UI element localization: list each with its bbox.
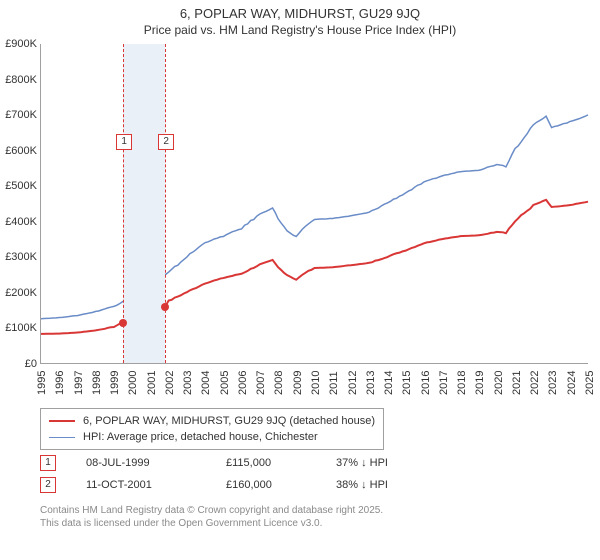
legend-item: HPI: Average price, detached house, Chic… bbox=[49, 429, 375, 445]
x-tick-label: 2013 bbox=[365, 371, 377, 395]
x-tick-label: 2019 bbox=[474, 371, 486, 395]
x-tick-label: 2001 bbox=[146, 371, 158, 395]
sales-table: 1 08-JUL-1999£115,00037% ↓ HPI 2 11-OCT-200… bbox=[40, 452, 446, 496]
footer-attribution: Contains HM Land Registry data © Crown c… bbox=[40, 504, 383, 530]
x-tick-label: 2017 bbox=[438, 371, 450, 395]
sale-date: 08-JUL-1999 bbox=[86, 457, 226, 469]
sales-row: 2 11-OCT-2001£160,00038% ↓ HPI bbox=[40, 474, 446, 496]
y-tick-label: £700K bbox=[0, 109, 37, 121]
x-tick-label: 2008 bbox=[273, 371, 285, 395]
legend-swatch bbox=[49, 420, 75, 422]
x-tick-label: 2018 bbox=[456, 371, 468, 395]
y-tick-label: £200K bbox=[0, 287, 37, 299]
x-tick-label: 2025 bbox=[584, 371, 596, 395]
y-tick-label: £0 bbox=[0, 358, 37, 370]
x-tick-label: 1997 bbox=[73, 371, 85, 395]
sale-price: £160,000 bbox=[226, 479, 336, 491]
chart-plot-area: 12£0£100K£200K£300K£400K£500K£600K£700K£… bbox=[40, 44, 588, 364]
x-tick-label: 2003 bbox=[182, 371, 194, 395]
x-tick-label: 2024 bbox=[566, 371, 578, 395]
sale-marker-line-2 bbox=[165, 44, 166, 363]
x-tick-label: 2023 bbox=[547, 371, 559, 395]
x-tick-label: 1998 bbox=[91, 371, 103, 395]
sale-dot bbox=[161, 303, 169, 311]
x-tick-label: 2005 bbox=[219, 371, 231, 395]
legend-swatch bbox=[49, 437, 75, 438]
x-tick-label: 2011 bbox=[328, 371, 340, 395]
y-tick-label: £400K bbox=[0, 216, 37, 228]
highlight-band bbox=[123, 44, 165, 363]
sale-dot bbox=[119, 319, 127, 327]
sale-marker-line-1 bbox=[123, 44, 124, 363]
title-subtitle: Price paid vs. HM Land Registry's House … bbox=[0, 23, 600, 37]
x-tick-label: 2020 bbox=[493, 371, 505, 395]
title-address: 6, POPLAR WAY, MIDHURST, GU29 9JQ bbox=[0, 6, 600, 21]
legend-label: HPI: Average price, detached house, Chic… bbox=[83, 429, 318, 445]
x-tick-label: 2009 bbox=[292, 371, 304, 395]
legend-box: 6, POPLAR WAY, MIDHURST, GU29 9JQ (detac… bbox=[40, 408, 384, 450]
chart-container: 6, POPLAR WAY, MIDHURST, GU29 9JQ Price … bbox=[0, 0, 600, 560]
sale-marker-box-2: 2 bbox=[158, 134, 174, 150]
sale-price: £115,000 bbox=[226, 457, 336, 469]
sales-row-marker: 2 bbox=[40, 477, 56, 493]
x-tick-label: 2021 bbox=[511, 371, 523, 395]
title-block: 6, POPLAR WAY, MIDHURST, GU29 9JQ Price … bbox=[0, 0, 600, 37]
x-tick-label: 2010 bbox=[310, 371, 322, 395]
x-tick-label: 2022 bbox=[529, 371, 541, 395]
x-tick-label: 2002 bbox=[164, 371, 176, 395]
y-tick-label: £900K bbox=[0, 38, 37, 50]
sale-delta: 37% ↓ HPI bbox=[336, 457, 446, 469]
x-tick-label: 2016 bbox=[420, 371, 432, 395]
x-tick-label: 2007 bbox=[255, 371, 267, 395]
x-tick-label: 2014 bbox=[383, 371, 395, 395]
x-tick-label: 1999 bbox=[109, 371, 121, 395]
sales-row-marker: 1 bbox=[40, 455, 56, 471]
sale-date: 11-OCT-2001 bbox=[86, 479, 226, 491]
x-tick-label: 2012 bbox=[347, 371, 359, 395]
x-tick-label: 2015 bbox=[401, 371, 413, 395]
y-tick-label: £800K bbox=[0, 74, 37, 86]
x-tick-label: 2006 bbox=[237, 371, 249, 395]
y-tick-label: £300K bbox=[0, 251, 37, 263]
sale-marker-box-1: 1 bbox=[116, 134, 132, 150]
x-tick-label: 1996 bbox=[54, 371, 66, 395]
x-tick-label: 2000 bbox=[127, 371, 139, 395]
sale-delta: 38% ↓ HPI bbox=[336, 479, 446, 491]
x-tick-label: 2004 bbox=[200, 371, 212, 395]
sales-row: 1 08-JUL-1999£115,00037% ↓ HPI bbox=[40, 452, 446, 474]
y-tick-label: £100K bbox=[0, 322, 37, 334]
y-tick-label: £600K bbox=[0, 145, 37, 157]
y-tick-label: £500K bbox=[0, 180, 37, 192]
footer-line1: Contains HM Land Registry data © Crown c… bbox=[40, 504, 383, 517]
legend-item: 6, POPLAR WAY, MIDHURST, GU29 9JQ (detac… bbox=[49, 413, 375, 429]
legend-label: 6, POPLAR WAY, MIDHURST, GU29 9JQ (detac… bbox=[83, 413, 375, 429]
x-tick-label: 1995 bbox=[36, 371, 48, 395]
footer-line2: This data is licensed under the Open Gov… bbox=[40, 517, 383, 530]
